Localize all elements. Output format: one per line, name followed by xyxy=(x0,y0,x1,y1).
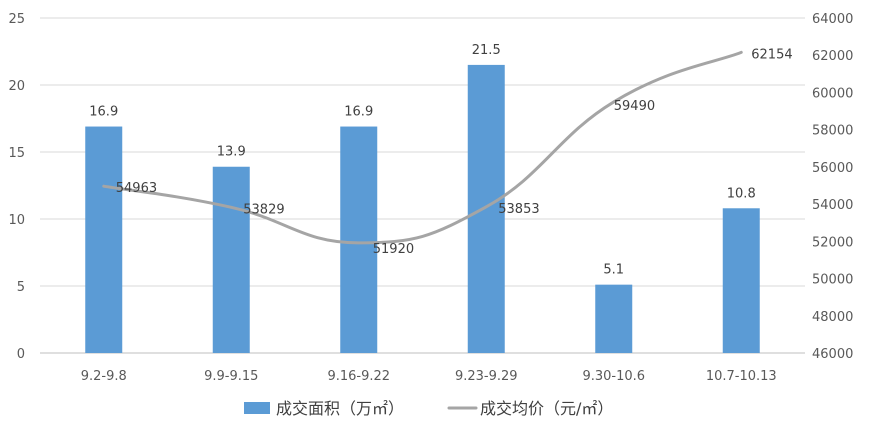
line-data-label: 51920 xyxy=(373,242,414,257)
bar-data-label: 13.9 xyxy=(217,145,246,160)
y-right-tick-label: 56000 xyxy=(812,161,853,176)
bar-data-label: 21.5 xyxy=(472,43,501,58)
y-right-tick-label: 46000 xyxy=(812,347,853,362)
y-left-tick-label: 10 xyxy=(8,213,25,228)
bar-data-label: 10.8 xyxy=(727,186,756,201)
legend-line-label: 成交均价（元/㎡） xyxy=(480,399,613,418)
bar xyxy=(340,126,378,353)
gridlines xyxy=(40,17,805,287)
y-right-tick-label: 50000 xyxy=(812,273,853,288)
line-data-label: 53853 xyxy=(498,202,539,217)
line-series xyxy=(102,50,743,245)
bar-data-label: 16.9 xyxy=(89,105,118,120)
data-labels: 16.9 13.9 16.9 21.5 5.1 10.8 54963 53829 51920 53… xyxy=(89,43,792,278)
axes: 0 5 10 15 20 25 46000 48000 50000 52000 54000 56000… xyxy=(8,12,853,384)
y-right-tick-label: 62000 xyxy=(812,49,853,64)
line-path xyxy=(102,50,743,245)
y-left-tick-label: 25 xyxy=(8,12,25,27)
legend: 成交面积（万㎡） 成交均价（元/㎡） xyxy=(244,399,613,418)
x-tick-label: 9.9-9.15 xyxy=(204,369,258,384)
line-data-label: 53829 xyxy=(243,202,284,217)
y-right-tick-label: 60000 xyxy=(812,86,853,101)
y-left-tick-label: 15 xyxy=(8,146,25,161)
bar-data-label: 16.9 xyxy=(344,105,373,120)
legend-bar-swatch xyxy=(244,402,270,414)
y-left-tick-label: 0 xyxy=(17,347,25,362)
y-right-tick-label: 52000 xyxy=(812,235,853,250)
y-left-tick-label: 5 xyxy=(17,280,25,295)
bar xyxy=(722,208,760,353)
x-tick-label: 9.2-9.8 xyxy=(81,369,127,384)
line-data-label: 54963 xyxy=(116,181,157,196)
x-tick-label: 10.7-10.13 xyxy=(706,369,777,384)
y-right-tick-label: 54000 xyxy=(812,198,853,213)
bar-series xyxy=(85,64,760,354)
y-right-tick-label: 64000 xyxy=(812,12,853,27)
bar xyxy=(85,126,123,353)
line-data-label: 59490 xyxy=(614,99,655,114)
x-tick-label: 9.30-10.6 xyxy=(582,369,645,384)
y-right-tick-label: 58000 xyxy=(812,124,853,139)
legend-bar-label: 成交面积（万㎡） xyxy=(276,399,404,418)
bar xyxy=(467,64,505,354)
x-tick-label: 9.16-9.22 xyxy=(327,369,390,384)
bar-data-label: 5.1 xyxy=(603,263,624,278)
y-right-tick-label: 48000 xyxy=(812,310,853,325)
y-left-tick-label: 20 xyxy=(8,79,25,94)
x-tick-label: 9.23-9.29 xyxy=(455,369,518,384)
bar xyxy=(212,166,250,353)
bar xyxy=(595,284,633,353)
line-data-label: 62154 xyxy=(751,47,792,62)
